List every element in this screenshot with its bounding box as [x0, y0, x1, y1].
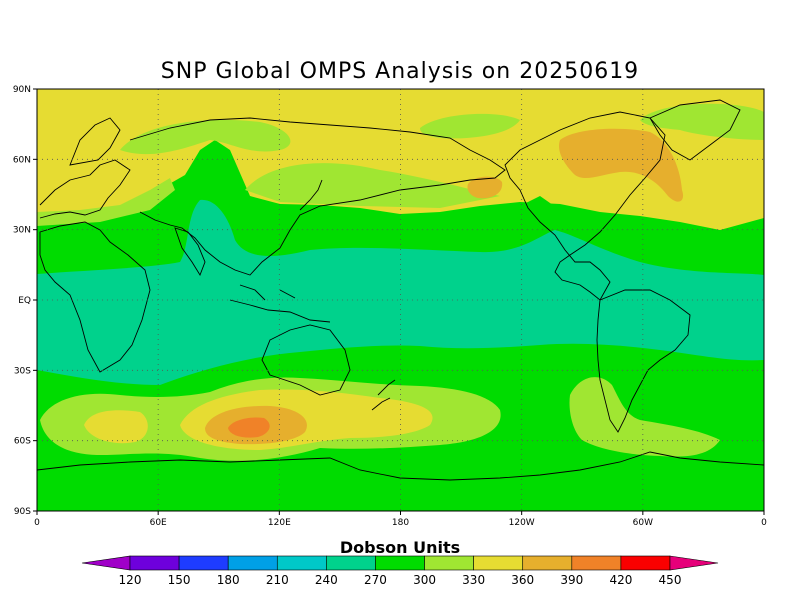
lon-tick-label: 180: [392, 518, 409, 528]
colorbar-level-label: 420: [609, 573, 632, 587]
colorbar-box: [522, 555, 573, 571]
latitude-axis: 90N 60N 30N EQ 30S 60S 90S: [13, 85, 37, 517]
colorbar-level-label: 390: [560, 573, 583, 587]
lat-tick-label: 90N: [13, 85, 31, 95]
gridlines: [37, 89, 764, 511]
colorbar-title: Dobson Units: [340, 538, 460, 557]
lat-tick-label: 90S: [14, 507, 31, 517]
lat-tick-label: 30N: [13, 226, 31, 236]
colorbar-level-label: 270: [364, 573, 387, 587]
band-420-south: [228, 417, 270, 438]
lat-tick-label: 30S: [14, 366, 31, 376]
band-390-north-b: [559, 128, 684, 202]
colorbar-level-label: 180: [217, 573, 240, 587]
lon-tick-label: 60E: [150, 518, 167, 528]
band-330-north-d: [640, 103, 764, 140]
coast-south-america: [596, 289, 691, 433]
colorbar-level-label: 120: [119, 573, 142, 587]
colorbar-level-label: 300: [413, 573, 436, 587]
colorbar-box: [473, 555, 524, 571]
colorbar-box: [178, 555, 229, 571]
band-270-tropics: [37, 199, 764, 385]
colorbar-box: [129, 555, 180, 571]
coast-europe: [39, 159, 131, 219]
band-330-north-b: [120, 119, 291, 155]
colorbar: 120 150 180 210 240 270 300 330 360 390 420 450: [81, 555, 719, 587]
colorbar-box: [375, 555, 425, 571]
colorbar-level-label: 150: [168, 573, 191, 587]
band-390-north-a: [467, 176, 503, 199]
colorbar-box: [276, 555, 327, 571]
longitude-axis: 0 60E 120E 180 120W 60W 0: [34, 511, 767, 528]
lon-tick-label: 120E: [268, 518, 291, 528]
lon-tick-label: 0: [34, 518, 40, 528]
coastlines: [37, 99, 764, 481]
coast-asia: [129, 117, 506, 276]
colorbar-level-label: 330: [462, 573, 485, 587]
coast-india: [174, 227, 206, 277]
band-330-north-e: [245, 163, 500, 208]
lat-tick-label: 60N: [13, 155, 31, 165]
ozone-map: [36, 88, 765, 512]
colorbar-level-label: 360: [511, 573, 534, 587]
lon-tick-label: 120W: [509, 518, 535, 528]
colorbar-box: [326, 555, 376, 571]
colorbar-box: [227, 555, 278, 571]
band-360-south-a: [84, 410, 148, 444]
coast-north-america: [504, 111, 666, 301]
coast-japan: [299, 179, 323, 211]
coast-australia: [261, 324, 351, 396]
coast-scandinavia: [69, 117, 121, 166]
colorbar-level-label: 210: [266, 573, 289, 587]
colorbar-low-arrow: [81, 555, 131, 571]
colorbar-box: [620, 555, 671, 571]
coast-indonesia: [229, 284, 331, 323]
band-330-south-b: [569, 377, 720, 457]
band-330-north-c: [420, 113, 520, 139]
colorbar-level-label: 450: [659, 573, 682, 587]
lat-tick-label: 60S: [14, 437, 31, 447]
map-title: SNP Global OMPS Analysis on 20250619: [161, 59, 639, 84]
colorbar-box: [571, 555, 622, 571]
lat-tick-label: EQ: [18, 296, 31, 306]
colorbar-level-label: 240: [315, 573, 338, 587]
coast-africa: [39, 221, 151, 373]
lon-tick-label: 60W: [633, 518, 653, 528]
coast-new-zealand: [371, 379, 396, 411]
band-330-north-a: [37, 178, 175, 226]
colorbar-box: [424, 555, 474, 571]
lon-tick-label: 0: [761, 518, 767, 528]
coast-greenland: [649, 99, 741, 161]
coast-antarctica: [37, 451, 764, 481]
colorbar-high-arrow: [669, 555, 719, 571]
